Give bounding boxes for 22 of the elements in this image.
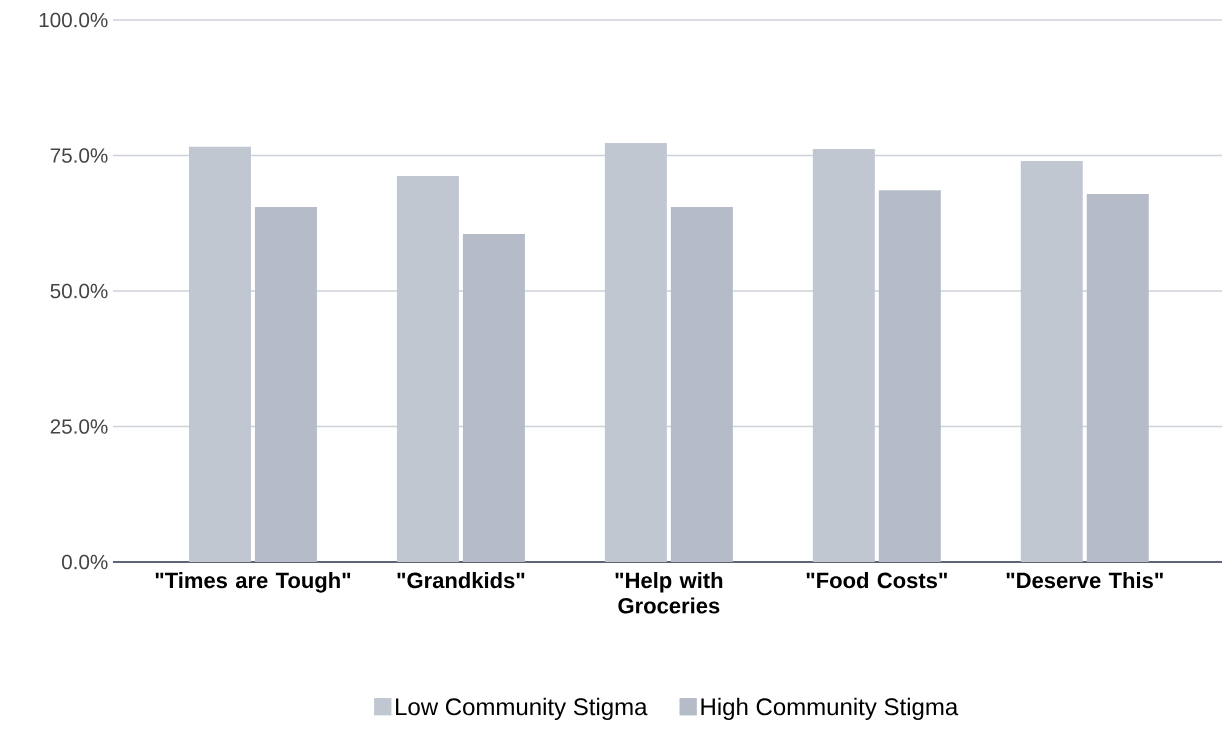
y-tick-label: 75.0% (50, 148, 108, 163)
x-tick-label: "Help with Groceries (615, 572, 723, 614)
bar (254, 206, 317, 562)
bar (396, 176, 459, 562)
bar (1086, 193, 1149, 562)
legend-label: Low Community Stigma (396, 697, 648, 721)
bar (604, 143, 667, 562)
x-tick-label: "Grandkids" (397, 572, 525, 589)
bar (188, 146, 251, 562)
bar (878, 190, 941, 562)
y-tick-label: 50.0% (50, 283, 108, 299)
bar (1020, 160, 1083, 562)
x-tick-label: "Food Costs" (806, 572, 947, 589)
legend-label: High Community Stigma (701, 697, 959, 721)
bar (462, 234, 525, 562)
x-tick-label: "Deserve This" (1006, 572, 1163, 589)
y-tick-label: 0.0% (62, 554, 108, 570)
bar (812, 148, 875, 562)
y-tick-label: 100.0% (39, 12, 108, 28)
y-tick-label: 25.0% (50, 419, 108, 434)
bar (670, 206, 733, 562)
x-tick-label: "Times are Tough" (155, 572, 351, 593)
